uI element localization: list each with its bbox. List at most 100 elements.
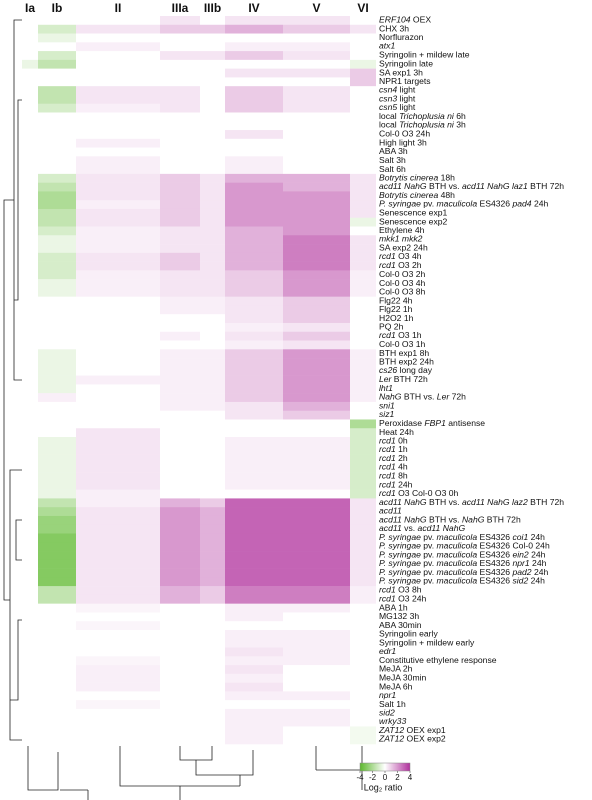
heatmap-cell — [350, 542, 376, 552]
row-label-part: pv. — [421, 199, 437, 209]
heatmap-cell — [283, 138, 350, 148]
heatmap-cell — [283, 568, 350, 578]
heatmap-cell — [160, 358, 200, 368]
heatmap-cell — [160, 437, 200, 447]
heatmap-cell — [200, 533, 225, 543]
heatmap-cell — [38, 235, 76, 245]
heatmap-cell — [38, 410, 76, 420]
heatmap-cell — [38, 375, 76, 385]
heatmap-cell — [76, 322, 160, 333]
heatmap-cell — [350, 165, 376, 175]
heatmap-cell — [76, 331, 160, 341]
row-label: Col-0 O3 1h — [379, 339, 426, 349]
row-label-part: O3 2h — [396, 260, 422, 270]
heatmap-cell — [200, 191, 225, 201]
row-label: MeJA 6h — [379, 681, 413, 691]
heatmap-cell — [225, 673, 283, 683]
heatmap-cell — [38, 270, 76, 280]
heatmap-cell — [160, 717, 200, 727]
row-label-part: sid2 — [512, 576, 528, 586]
heatmap-cell — [76, 252, 160, 262]
heatmap-cell — [22, 629, 38, 640]
row-label-part: BTH vs. — [401, 392, 436, 402]
row-label-part: P. syringae — [379, 576, 421, 586]
heatmap-cell — [225, 165, 283, 175]
heatmap-cell — [200, 296, 225, 306]
row-label-part: sid2 — [379, 708, 395, 718]
heatmap-cell — [76, 682, 160, 692]
heatmap-cell — [22, 638, 38, 648]
heatmap-cell — [283, 629, 350, 640]
heatmap-cell — [38, 603, 76, 613]
heatmap-cell — [22, 472, 38, 482]
heatmap-cell — [200, 603, 225, 613]
heatmap-cell — [38, 612, 76, 622]
heatmap-cell — [160, 182, 200, 192]
heatmap-cell — [200, 252, 225, 262]
row-label-part: Trichoplusia ni — [399, 111, 455, 121]
heatmap-cell — [283, 208, 350, 219]
row-label-part: lht1 — [379, 383, 393, 393]
heatmap-cell — [22, 533, 38, 543]
heatmap-cell — [76, 735, 160, 745]
heatmap-cell — [76, 428, 160, 438]
heatmap-cell — [225, 349, 283, 359]
heatmap-cell — [283, 656, 350, 666]
heatmap-cell — [160, 551, 200, 561]
heatmap-cell — [38, 331, 76, 341]
heatmap-cell — [160, 165, 200, 175]
heatmap-cell — [160, 130, 200, 140]
heatmap-cell — [160, 340, 200, 350]
row-label-part: pv. — [421, 550, 437, 560]
heatmap-cell — [160, 463, 200, 473]
heatmap-cell — [350, 77, 376, 87]
heatmap-cell — [283, 384, 350, 394]
row-label-part: 3h — [454, 120, 466, 130]
heatmap-cell — [22, 182, 38, 192]
heatmap-cell — [225, 682, 283, 692]
heatmap-cell — [160, 305, 200, 315]
row-label: atx1 — [379, 41, 395, 51]
heatmap-cell — [76, 717, 160, 727]
heatmap-cell — [160, 121, 200, 131]
heatmap-cell — [350, 314, 376, 324]
row-label-part: 6h — [454, 111, 466, 121]
row-label: Syringolin + mildew early — [379, 637, 475, 647]
heatmap-cell — [350, 130, 376, 140]
heatmap-cell — [200, 200, 225, 210]
heatmap-cell — [283, 410, 350, 420]
row-label-part: rcd1 — [379, 462, 396, 472]
heatmap-cell — [350, 358, 376, 368]
heatmap-cell — [38, 173, 76, 183]
heatmap-cell — [76, 638, 160, 648]
heatmap-cell — [225, 77, 283, 87]
row-label-part: FBP1 — [424, 418, 446, 428]
heatmap-cell — [225, 665, 283, 675]
heatmap-cell — [22, 515, 38, 526]
heatmap-cell — [350, 16, 376, 26]
column-dendrogram — [27, 746, 363, 800]
heatmap-cell — [22, 235, 38, 245]
heatmap-cell — [38, 261, 76, 271]
heatmap-cell — [76, 384, 160, 394]
heatmap-cell — [38, 42, 76, 52]
heatmap-cell — [200, 322, 225, 333]
heatmap-cell — [38, 419, 76, 429]
heatmap-cell — [160, 200, 200, 210]
heatmap-cell — [76, 393, 160, 403]
heatmap-cell — [200, 366, 225, 376]
heatmap-cell — [283, 305, 350, 315]
heatmap-cell — [225, 533, 283, 543]
row-label-part: wrky33 — [379, 716, 406, 726]
heatmap-cell — [22, 524, 38, 534]
heatmap-cell — [350, 112, 376, 122]
heatmap-cell — [38, 33, 76, 43]
row-label-part: maculicola — [437, 199, 478, 209]
row-label-part: csn5 — [379, 102, 397, 112]
heatmap-cell — [283, 59, 350, 69]
heatmap-cell — [225, 191, 283, 201]
heatmap-cell — [76, 577, 160, 587]
heatmap-cell — [22, 279, 38, 289]
row-label-part: pad2 — [511, 567, 531, 577]
heatmap-cell — [350, 182, 376, 192]
